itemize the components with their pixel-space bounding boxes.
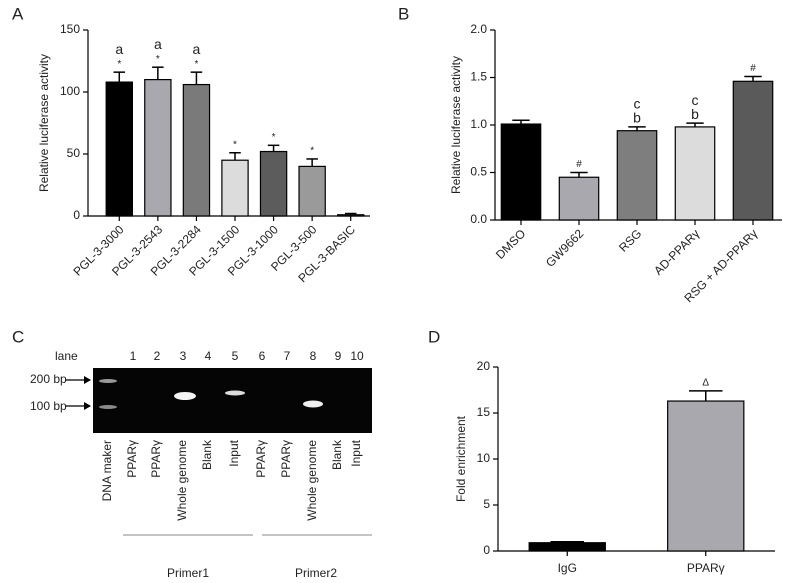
bar bbox=[337, 214, 365, 217]
y-tick-label: 1.0 bbox=[470, 117, 487, 131]
gel-band bbox=[174, 392, 196, 400]
y-tick-label: 0.0 bbox=[470, 212, 487, 226]
gel-band bbox=[303, 400, 323, 408]
lane-number: 8 bbox=[310, 349, 317, 363]
lane-label: Whole genome bbox=[175, 440, 189, 521]
annotation: * bbox=[272, 132, 276, 143]
lane-label: DNA maker bbox=[100, 440, 114, 501]
y-tick-label: 0.5 bbox=[470, 165, 487, 179]
annotation: Δ bbox=[702, 378, 709, 389]
lane-label: Input bbox=[227, 439, 241, 466]
bar bbox=[105, 81, 133, 217]
lane-label: PPARγ bbox=[125, 440, 139, 478]
bar bbox=[558, 176, 600, 221]
x-tick-label: AD-PPARγ bbox=[651, 226, 702, 277]
bar bbox=[732, 80, 774, 221]
y-tick-label: 2.0 bbox=[470, 22, 487, 36]
lane-number: 10 bbox=[350, 349, 364, 363]
bar bbox=[500, 123, 542, 221]
bar bbox=[221, 159, 249, 217]
annotation: * bbox=[233, 139, 237, 150]
bar bbox=[674, 126, 716, 221]
gel-band bbox=[99, 379, 117, 383]
bar bbox=[667, 400, 745, 552]
lane-label: Blank bbox=[330, 439, 344, 470]
annotation: c bbox=[634, 96, 641, 112]
annotation: a bbox=[115, 41, 123, 57]
arrow-head bbox=[84, 402, 91, 410]
primer-label: Primer1 bbox=[167, 566, 209, 580]
x-tick-label: IgG bbox=[558, 561, 577, 575]
chart-panel: A Relative luciferase activity 0 50 100 150 * a… bbox=[12, 4, 370, 285]
lane-number: 2 bbox=[154, 349, 161, 363]
y-tick-label: 5 bbox=[483, 497, 490, 511]
y-tick-label: 20 bbox=[477, 359, 491, 373]
annotation: # bbox=[576, 159, 582, 170]
annotation: * bbox=[194, 59, 198, 70]
annotation: # bbox=[750, 63, 756, 74]
annotation: b bbox=[633, 110, 641, 126]
annotation: * bbox=[156, 54, 160, 65]
bar bbox=[528, 542, 606, 552]
lane-label: Input bbox=[349, 439, 363, 466]
panel-letter: A bbox=[12, 4, 24, 23]
panel-letter: D bbox=[428, 327, 440, 346]
bar bbox=[144, 78, 172, 217]
lane-number: 6 bbox=[259, 349, 266, 363]
y-tick-label: 100 bbox=[60, 84, 80, 98]
lane-number: 1 bbox=[130, 349, 137, 363]
y-axis-label: Fold enrichment bbox=[454, 415, 468, 502]
lane-number: 9 bbox=[335, 349, 342, 363]
y-tick-label: 0 bbox=[483, 543, 490, 557]
chart-panel: B Relative luciferase activity 0.0 0.5 1.0 1.… bbox=[398, 4, 782, 305]
bar bbox=[259, 150, 288, 217]
y-axis-label: Relative luciferase activity bbox=[449, 56, 463, 194]
y-tick-label: 150 bbox=[60, 22, 80, 36]
marker-label: 100 bp bbox=[30, 399, 67, 413]
x-tick-label: PPARγ bbox=[687, 561, 725, 575]
y-tick-label: 0 bbox=[73, 208, 80, 222]
marker-label: 200 bp bbox=[30, 372, 67, 386]
gel-band bbox=[99, 405, 117, 409]
bar bbox=[616, 130, 658, 221]
panel-letter: C bbox=[12, 327, 24, 346]
lane-number: 7 bbox=[284, 349, 291, 363]
gel-band bbox=[225, 390, 245, 396]
lane-number: 3 bbox=[180, 349, 187, 363]
arrow-head bbox=[84, 376, 91, 384]
y-tick-label: 50 bbox=[67, 146, 81, 160]
x-tick-label: RSG bbox=[616, 226, 644, 254]
bar bbox=[298, 165, 326, 217]
y-tick-label: 15 bbox=[477, 405, 491, 419]
lane-label: Blank bbox=[200, 439, 214, 470]
lane-label: PPARγ bbox=[254, 440, 268, 478]
annotation: c bbox=[692, 92, 699, 108]
gel-image bbox=[93, 368, 372, 433]
x-tick-label: GW9662 bbox=[543, 226, 587, 270]
annotation: a bbox=[193, 41, 201, 57]
primer-label: Primer2 bbox=[295, 566, 337, 580]
bar bbox=[182, 83, 211, 217]
annotation: b bbox=[691, 106, 699, 122]
panel-letter: B bbox=[398, 4, 409, 23]
lane-label: PPARγ bbox=[279, 440, 293, 478]
lane-number: 4 bbox=[205, 349, 212, 363]
annotation: * bbox=[117, 59, 121, 70]
x-tick-label: DMSO bbox=[493, 226, 528, 261]
lane-label: PPARγ bbox=[149, 440, 163, 478]
annotation: * bbox=[310, 146, 314, 157]
gel-panel: C lane 200 bp 100 bp Primer1 Primer2 bbox=[12, 327, 372, 580]
y-axis-label: Relative luciferase activity bbox=[37, 54, 51, 192]
y-tick-label: 10 bbox=[477, 451, 491, 465]
lane-header: lane bbox=[55, 349, 78, 363]
y-tick-label: 1.5 bbox=[470, 70, 487, 84]
lane-label: Whole genome bbox=[305, 440, 319, 521]
chart-panel: D Fold enrichment 0 5 10 15 20 IgG Δ PPARγ bbox=[428, 327, 775, 575]
lane-number: 5 bbox=[232, 349, 239, 363]
annotation: a bbox=[154, 36, 162, 52]
